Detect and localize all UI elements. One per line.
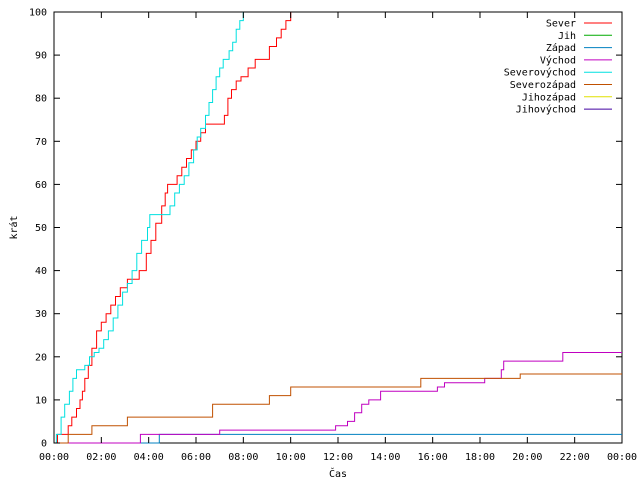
y-tick-label: 50 (35, 223, 47, 234)
x-tick-label: 02:00 (86, 452, 116, 463)
x-axis-label: Čas (329, 467, 347, 480)
series-line-východ (54, 352, 622, 444)
x-tick-label: 18:00 (465, 452, 495, 463)
x-tick-label: 12:00 (323, 452, 353, 463)
x-tick-label: 00:00 (39, 452, 69, 463)
x-tick-label: 06:00 (181, 452, 211, 463)
y-axis-label: krát (8, 215, 20, 239)
y-tick-label: 90 (35, 51, 47, 62)
x-tick-label: 08:00 (228, 452, 258, 463)
y-tick-label: 60 (35, 180, 47, 191)
legend-label: Jihovýchod (516, 104, 576, 116)
y-tick-label: 30 (35, 309, 47, 320)
series-line-severozápad (54, 373, 622, 444)
legend-label: Západ (546, 42, 576, 54)
y-tick-label: 40 (35, 266, 47, 277)
x-tick-label: 00:00 (607, 452, 637, 463)
x-tick-label: 16:00 (418, 452, 448, 463)
y-tick-label: 70 (35, 137, 47, 148)
x-tick-label: 14:00 (370, 452, 400, 463)
legend: SeverJihZápadVýchodSeverovýchodSeverozáp… (504, 19, 612, 116)
y-tick-label: 20 (35, 352, 47, 363)
legend-label: Severovýchod (504, 67, 576, 79)
legend-label: Jihozápad (522, 91, 576, 103)
y-tick-label: 80 (35, 94, 47, 105)
x-tick-label: 20:00 (512, 452, 542, 463)
y-tick-label: 0 (41, 439, 47, 450)
legend-label: Jih (558, 31, 576, 42)
legend-label: Sever (546, 19, 576, 30)
legend-label: Severozápad (510, 79, 576, 91)
x-tick-label: 22:00 (560, 452, 590, 463)
y-tick-label: 100 (29, 8, 47, 19)
y-tick-label: 10 (35, 395, 47, 406)
series-line-sever (54, 12, 292, 444)
legend-label: Východ (540, 54, 576, 66)
x-tick-label: 04:00 (134, 452, 164, 463)
series-lines (54, 12, 622, 444)
x-tick-label: 10:00 (276, 452, 306, 463)
series-line-severovýchod (54, 12, 244, 444)
axis-ticks: 0 10 20 30 40 50 60 70 80 90 100 00:00 02:00 04:00 06:… (29, 8, 637, 464)
